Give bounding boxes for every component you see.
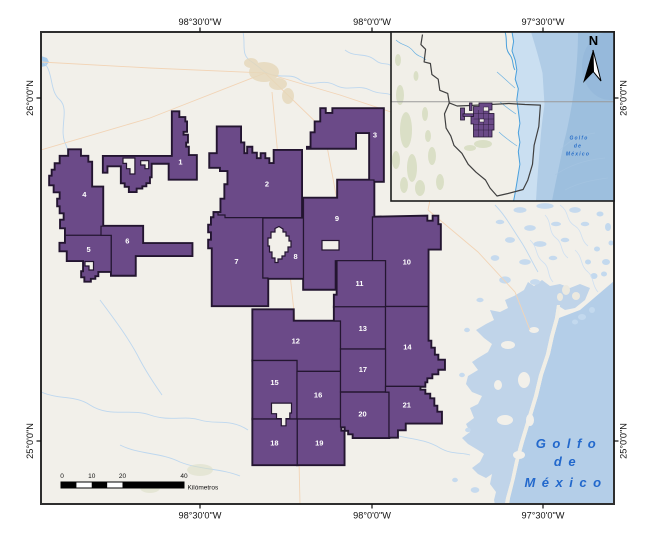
svg-text:25°0'0"N: 25°0'0"N [619,423,629,459]
svg-text:5: 5 [87,245,91,254]
svg-text:de: de [554,454,582,469]
svg-text:10: 10 [403,258,411,267]
svg-text:19: 19 [315,438,323,447]
svg-text:20: 20 [119,473,127,480]
svg-text:98°30'0"W: 98°30'0"W [179,17,222,27]
svg-text:98°30'0"W: 98°30'0"W [179,511,222,521]
svg-text:México: México [524,475,607,490]
svg-text:Kilómetros: Kilómetros [188,485,219,492]
svg-text:13: 13 [359,324,367,333]
svg-text:98°0'0"W: 98°0'0"W [353,17,391,27]
svg-text:4: 4 [82,190,87,199]
svg-text:10: 10 [88,473,96,480]
svg-text:40: 40 [180,473,188,480]
svg-text:0: 0 [60,473,64,480]
svg-text:7: 7 [234,257,238,266]
svg-text:2: 2 [265,180,269,189]
svg-text:Golfo: Golfo [536,436,602,451]
svg-text:Golfo: Golfo [569,136,588,142]
svg-text:1: 1 [178,158,182,167]
svg-text:6: 6 [125,236,129,245]
svg-text:17: 17 [359,365,367,374]
svg-text:16: 16 [314,391,322,400]
svg-text:21: 21 [403,401,411,410]
svg-text:26°0'0"N: 26°0'0"N [619,80,629,116]
svg-text:9: 9 [335,214,339,223]
svg-text:8: 8 [294,252,298,261]
svg-text:14: 14 [403,342,412,351]
svg-text:México: México [566,152,590,158]
svg-text:de: de [574,144,582,150]
svg-text:98°0'0"W: 98°0'0"W [353,511,391,521]
svg-text:3: 3 [373,131,377,140]
svg-text:N: N [589,33,598,48]
svg-text:11: 11 [356,279,364,288]
svg-text:97°30'0"W: 97°30'0"W [522,511,565,521]
svg-text:18: 18 [270,438,278,447]
svg-text:25°0'0"N: 25°0'0"N [25,423,35,459]
svg-text:97°30'0"W: 97°30'0"W [522,17,565,27]
svg-text:12: 12 [292,337,300,346]
svg-text:26°0'0"N: 26°0'0"N [25,80,35,116]
svg-text:20: 20 [358,410,366,419]
svg-text:15: 15 [270,378,278,387]
